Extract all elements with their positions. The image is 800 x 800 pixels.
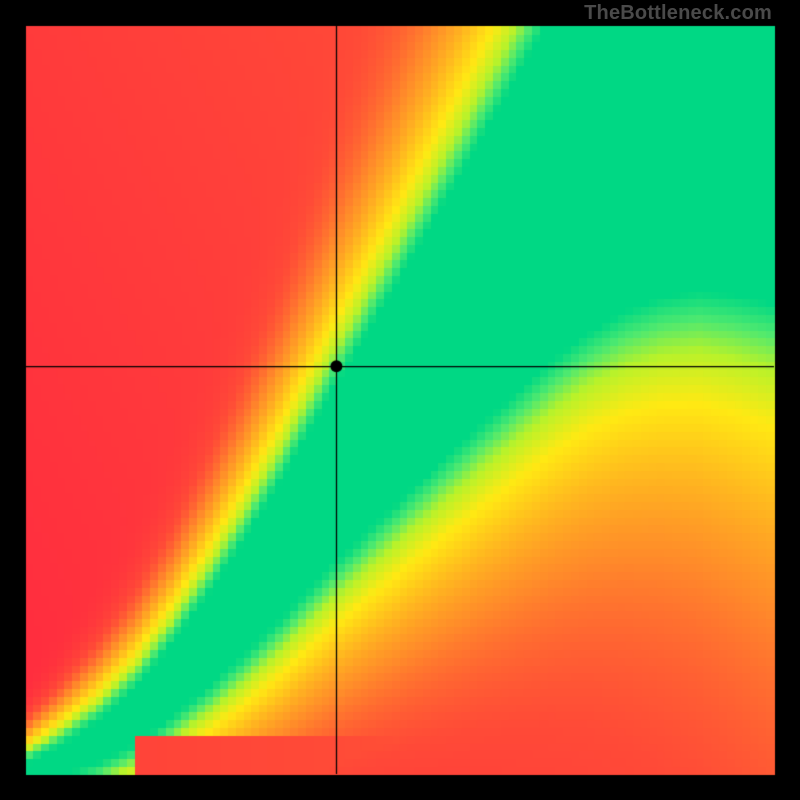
bottleneck-heatmap [0, 0, 800, 800]
watermark-text: TheBottleneck.com [584, 2, 772, 25]
chart-container: TheBottleneck.com [0, 0, 800, 800]
